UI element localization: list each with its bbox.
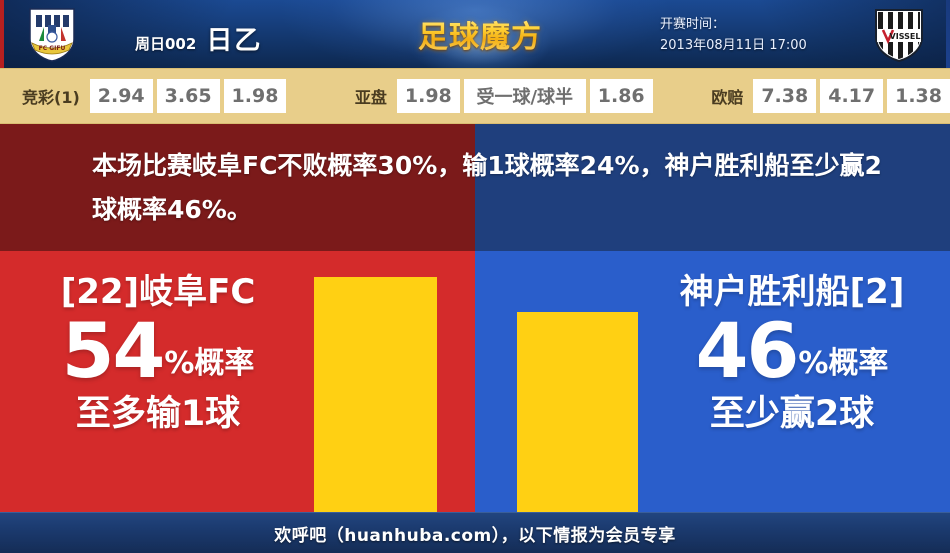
kickoff-value: 2013年08月11日 17:00 bbox=[660, 38, 807, 53]
probability-panels: [22]岐阜FC 54 %概率 至多输1球 神户胜利船[2] 46 %概率 至少… bbox=[0, 251, 950, 512]
odds-bar: 竞彩(1) 2.94 3.65 1.98 亚盘 1.98 受一球/球半 1.86… bbox=[0, 68, 950, 124]
home-probability-suffix: %概率 bbox=[164, 346, 255, 381]
home-probability: 54 %概率 bbox=[8, 306, 308, 395]
banner-left-half bbox=[0, 124, 475, 251]
summary-banner: 本场比赛岐阜FC不败概率30%，输1球概率24%，神户胜利船至少赢2球概率46%… bbox=[0, 124, 950, 251]
footer-bar: 欢呼吧（huanhuba.com），以下情报为会员专享 bbox=[0, 512, 950, 553]
brand-logo: 足球魔方 bbox=[410, 9, 550, 59]
odds-cell-draw[interactable]: 3.65 bbox=[156, 79, 220, 113]
kickoff-label: 开赛时间： bbox=[660, 17, 726, 32]
odds-cell-eu-home[interactable]: 7.38 bbox=[753, 79, 817, 113]
match-label: 周日002 日乙 bbox=[135, 20, 262, 57]
home-probability-value: 54 bbox=[61, 306, 166, 395]
bar-away-probability bbox=[517, 312, 638, 512]
odds-cell-eu-away[interactable]: 1.38 bbox=[887, 79, 950, 113]
odds-cell-home[interactable]: 2.94 bbox=[89, 79, 153, 113]
odds-cell-ah-away[interactable]: 1.86 bbox=[589, 79, 653, 113]
away-probability-value: 46 bbox=[695, 306, 800, 395]
away-probability: 46 %概率 bbox=[642, 306, 942, 395]
odds-group-title: 欧赔 bbox=[711, 88, 744, 107]
summary-banner-text: 本场比赛岐阜FC不败概率30%，输1球概率24%，神户胜利船至少赢2球概率46%… bbox=[92, 151, 882, 224]
odds-cell-ah-home[interactable]: 1.98 bbox=[396, 79, 460, 113]
header-right-accent bbox=[946, 0, 950, 68]
home-team-name: [22]岐阜FC bbox=[60, 272, 256, 312]
match-league: 日乙 bbox=[206, 26, 263, 56]
header-left-accent bbox=[0, 0, 4, 68]
away-panel-content: 神户胜利船[2] 46 %概率 至少赢2球 bbox=[642, 271, 942, 435]
away-probability-suffix: %概率 bbox=[798, 346, 889, 381]
brand-logo-text: 足球魔方 bbox=[418, 12, 542, 56]
home-panel-content: [22]岐阜FC 54 %概率 至多输1球 bbox=[8, 271, 308, 435]
odds-group-european: 欧赔 7.38 4.17 1.38 bbox=[711, 79, 950, 113]
away-team-crest-icon: VISSEL bbox=[870, 5, 928, 63]
footer-text: 欢呼吧（huanhuba.com），以下情报为会员专享 bbox=[274, 526, 676, 546]
svg-text:VISSEL: VISSEL bbox=[890, 32, 921, 41]
bar-home-probability bbox=[314, 277, 437, 512]
odds-cell-eu-draw[interactable]: 4.17 bbox=[820, 79, 884, 113]
odds-cell-away[interactable]: 1.98 bbox=[223, 79, 287, 113]
home-team-crest-icon: FC GIFU bbox=[22, 5, 82, 63]
odds-group-asian-handicap: 亚盘 1.98 受一球/球半 1.86 bbox=[355, 79, 653, 113]
home-outcome-text: 至多输1球 bbox=[75, 394, 241, 434]
away-team-name: 神户胜利船[2] bbox=[679, 272, 905, 312]
banner-right-half bbox=[475, 124, 950, 251]
header-bar: FC GIFU 周日002 日乙 足球魔方 开赛时间： 2013年08月11日 … bbox=[0, 0, 950, 68]
odds-group-title: 亚盘 bbox=[354, 88, 387, 107]
kickoff-time: 开赛时间： 2013年08月11日 17:00 bbox=[660, 14, 807, 56]
odds-cell-ah-line[interactable]: 受一球/球半 bbox=[463, 79, 586, 113]
away-outcome-text: 至少赢2球 bbox=[709, 394, 875, 434]
match-round: 周日002 bbox=[135, 35, 197, 53]
odds-group-title: 竞彩(1) bbox=[22, 88, 80, 107]
svg-text:FC GIFU: FC GIFU bbox=[39, 45, 66, 52]
odds-group-jingcai: 竞彩(1) 2.94 3.65 1.98 bbox=[22, 79, 287, 113]
